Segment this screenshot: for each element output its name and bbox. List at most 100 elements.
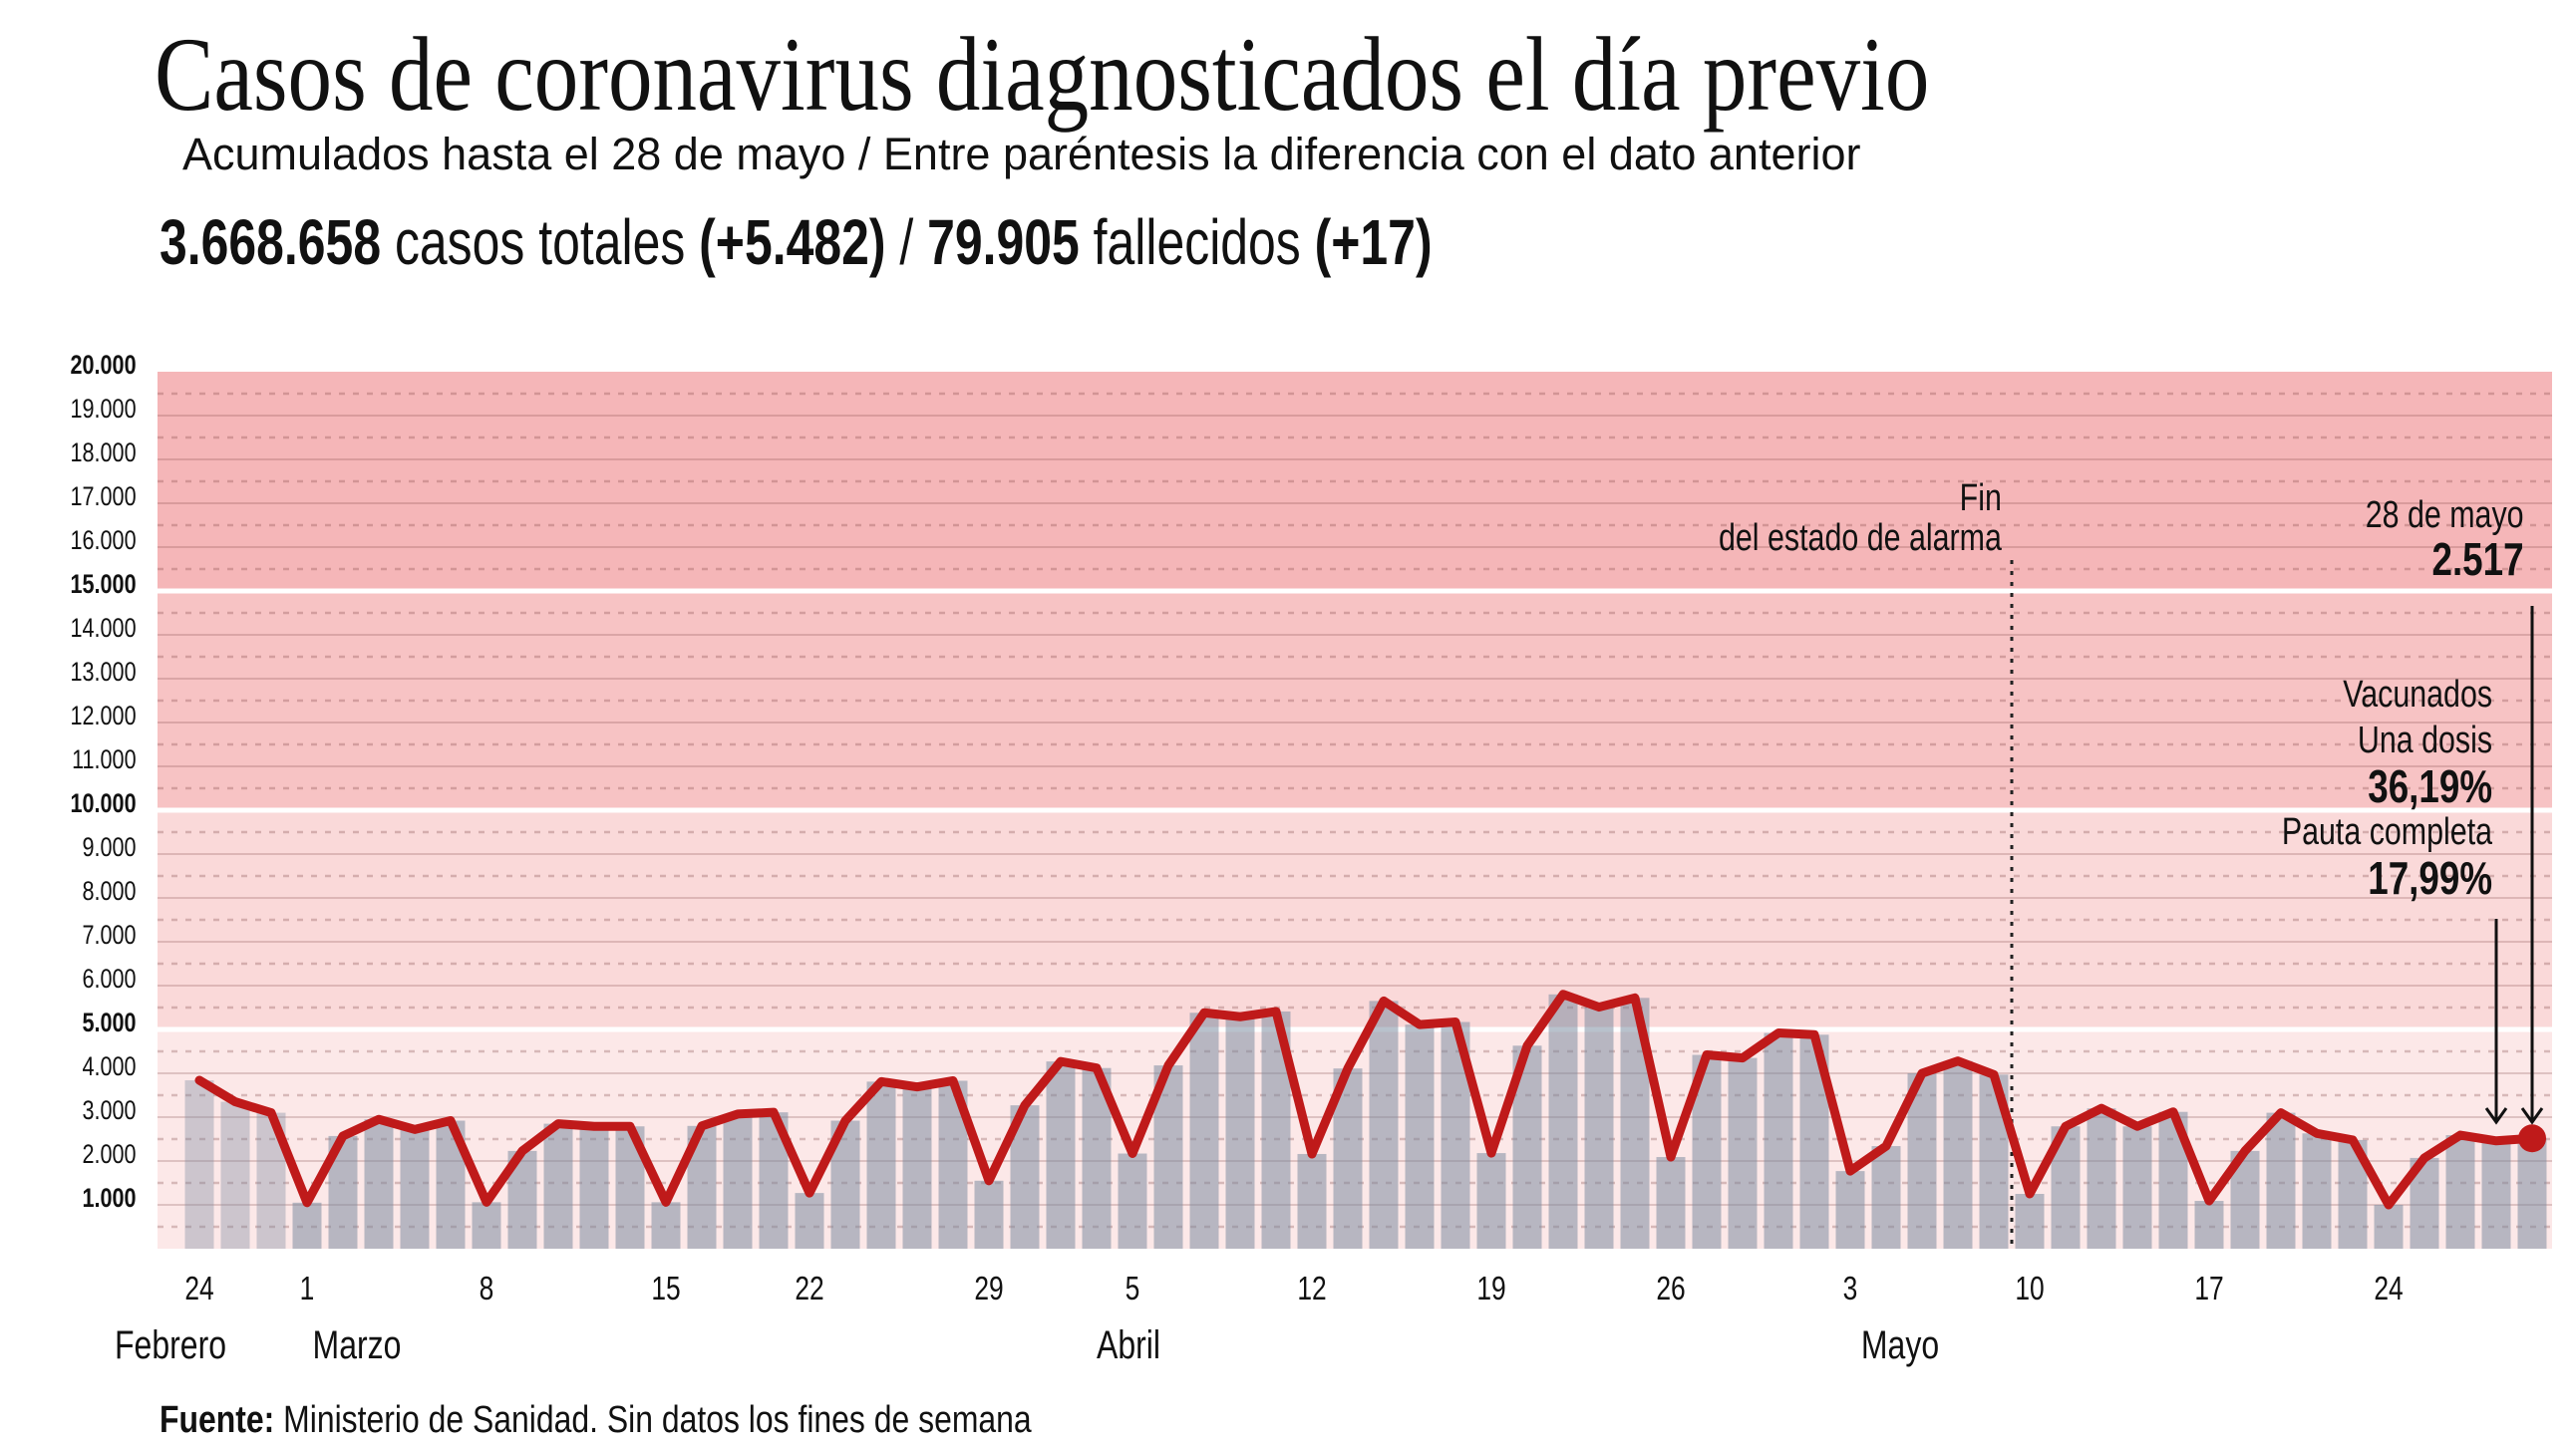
x-axis-tick: 3 [1842, 1270, 1858, 1306]
bar [1584, 1007, 1614, 1249]
y-axis-label: 18.000 [70, 437, 137, 467]
alarm-end-annotation: Fin del estado de alarma [1719, 478, 2002, 558]
x-axis-tick: 29 [974, 1270, 1004, 1306]
cases-line [194, 990, 2537, 1210]
bar [1548, 994, 1578, 1249]
month-label: Marzo [312, 1323, 402, 1367]
alarm-end-line1: Fin [1959, 477, 2002, 519]
bar [1656, 1157, 1686, 1249]
bar [472, 1202, 501, 1249]
source-label: Fuente: [160, 1399, 275, 1441]
bar [2445, 1135, 2475, 1249]
y-axis-label: 11.000 [72, 744, 137, 774]
month-label: Febrero [115, 1323, 227, 1367]
vaccination-title: Vacunados [2343, 674, 2492, 716]
bar [2015, 1194, 2045, 1249]
x-axis-tick: 26 [1656, 1270, 1686, 1306]
bar [2266, 1112, 2296, 1249]
bar [184, 1080, 214, 1249]
last-point-value: 2.517 [2431, 533, 2524, 585]
y-axis-label: 13.000 [70, 657, 137, 687]
bar [2122, 1126, 2152, 1249]
y-axis-label: 2.000 [82, 1139, 137, 1169]
x-axis-tick: 19 [1476, 1270, 1506, 1306]
bar [1297, 1153, 1327, 1249]
bar [974, 1180, 1004, 1249]
total-cases-diff: (+5.482) [699, 206, 886, 278]
band [158, 372, 2552, 591]
x-axis-tick: 17 [2194, 1270, 2224, 1306]
x-axis-tick: 24 [184, 1270, 214, 1306]
month-label: Abril [1097, 1323, 1161, 1367]
annotation-arrows [2484, 606, 2544, 1125]
total-cases-value: 3.668.658 [160, 206, 382, 278]
month-label: Mayo [1861, 1323, 1940, 1367]
x-axis-tick: 12 [1297, 1270, 1327, 1306]
y-axis-label: 20.000 [70, 350, 137, 380]
vaccination-one-dose-pct: 36,19% [2368, 760, 2492, 812]
deaths-label: fallecidos [1079, 206, 1315, 278]
bar [2194, 1201, 2224, 1249]
vaccination-one-dose-label: Una dosis [2357, 720, 2492, 761]
y-axis-label: 16.000 [70, 525, 137, 555]
bar [1943, 1060, 1973, 1249]
band [158, 591, 2552, 810]
y-axis-label: 15.000 [70, 569, 137, 599]
bar [364, 1119, 394, 1249]
vaccination-full-label: Pauta completa [2281, 811, 2492, 853]
bar [723, 1113, 753, 1249]
bar [2517, 1138, 2547, 1249]
total-cases-label: casos totales [381, 206, 700, 278]
bar [1046, 1061, 1076, 1249]
alarm-end-line2: del estado de alarma [1719, 517, 2002, 559]
y-axis-label: 7.000 [82, 920, 137, 950]
source-text: Ministerio de Sanidad. Sin datos los fin… [274, 1399, 1032, 1441]
bar [220, 1101, 250, 1249]
bar [292, 1202, 322, 1249]
vaccination-full-pct: 17,99% [2368, 852, 2492, 904]
bar [1764, 1032, 1793, 1249]
arrow-head [2520, 1107, 2544, 1125]
bar [2087, 1108, 2116, 1249]
last-point-date: 28 de mayo [2366, 494, 2524, 536]
summary-stats: 3.668.658 casos totales (+5.482) / 79.90… [160, 208, 1433, 276]
bar [2374, 1205, 2404, 1249]
x-axis-tick: 22 [795, 1270, 824, 1306]
source-footer: Fuente: Ministerio de Sanidad. Sin datos… [160, 1400, 1032, 1440]
bar [651, 1202, 681, 1249]
vaccination-annotation: Vacunados Una dosis 36,19% Pauta complet… [2282, 672, 2492, 901]
bar [543, 1123, 573, 1249]
band [158, 810, 2552, 1029]
bar [1405, 1024, 1435, 1249]
arrow-head [2484, 1107, 2508, 1125]
y-axis-label: 6.000 [82, 964, 137, 994]
x-axis-tick: 8 [479, 1270, 494, 1306]
y-axis-label: 4.000 [82, 1051, 137, 1081]
bar [1225, 1016, 1255, 1249]
bar [1835, 1171, 1865, 1249]
x-axis-tick: 10 [2015, 1270, 2045, 1306]
bar [1118, 1153, 1147, 1249]
last-point-annotation: 28 de mayo 2.517 [2366, 495, 2524, 583]
x-axis-tick: 5 [1125, 1270, 1140, 1306]
x-axis-tick: 1 [299, 1270, 315, 1306]
deaths-diff: (+17) [1314, 206, 1433, 278]
x-axis-tick: 24 [2374, 1270, 2404, 1306]
chart-subtitle: Acumulados hasta el 28 de mayo / Entre p… [182, 129, 1861, 179]
y-axis-label: 3.000 [82, 1095, 137, 1125]
bar [2481, 1140, 2511, 1249]
y-axis-label: 14.000 [70, 613, 137, 643]
bar [1728, 1057, 1758, 1249]
y-axis-label: 5.000 [82, 1008, 137, 1037]
bar [902, 1086, 932, 1249]
bar [1476, 1153, 1506, 1249]
bar [1189, 1013, 1219, 1249]
bar [400, 1129, 430, 1249]
stats-separator: / [885, 206, 928, 278]
y-axis-label: 1.000 [82, 1183, 137, 1213]
bar [1871, 1146, 1901, 1249]
x-axis-tick: 15 [651, 1270, 681, 1306]
y-axis-label: 12.000 [70, 701, 137, 730]
